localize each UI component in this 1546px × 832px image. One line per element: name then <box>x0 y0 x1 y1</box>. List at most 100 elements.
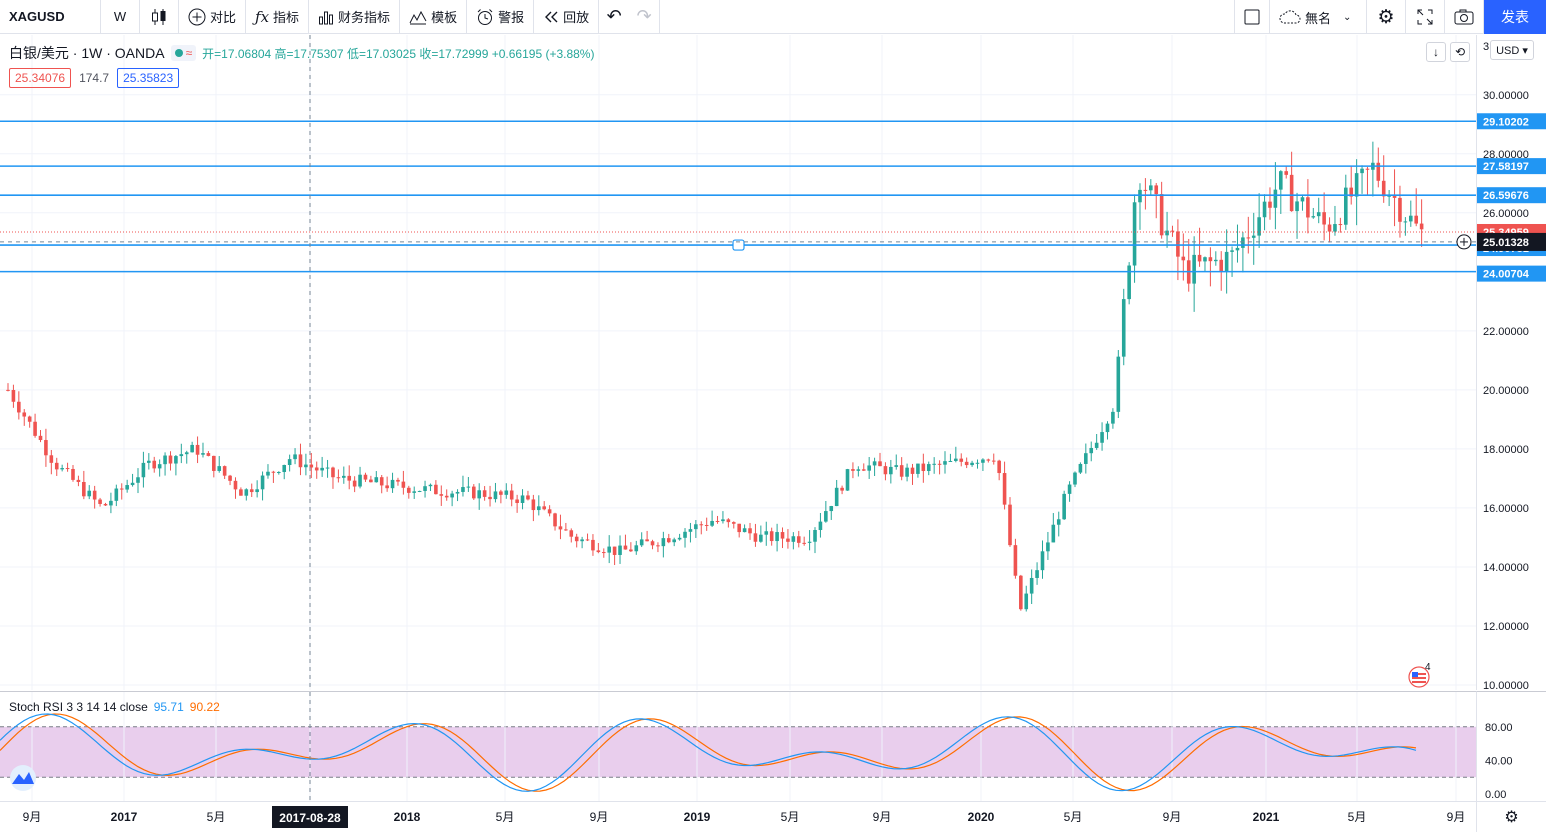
alert-button[interactable]: 警报 <box>467 0 533 34</box>
candle <box>27 415 32 428</box>
price-axis[interactable]: 30.00000 28.00000 26.00000 22.00000 20.00000… <box>1476 35 1546 692</box>
indicators-button[interactable]: ƒx 指标 <box>246 0 308 34</box>
candle-body <box>1241 237 1245 248</box>
stoch-rsi-chart[interactable] <box>0 692 1476 802</box>
candle-body <box>1019 575 1023 610</box>
undo-icon: ↶ <box>606 6 622 26</box>
stoch-rsi-axis[interactable]: 80.00 40.00 0.00 <box>1476 691 1546 801</box>
compare-button[interactable]: 对比 <box>179 0 245 34</box>
candle-body <box>71 468 75 480</box>
replay-button[interactable]: 回放 <box>534 0 598 34</box>
candle-body <box>482 490 487 497</box>
candle <box>385 476 389 492</box>
candle <box>1376 147 1381 188</box>
chart-style-button[interactable] <box>140 0 178 34</box>
interval-button[interactable]: W <box>113 9 127 24</box>
candle <box>304 453 308 476</box>
candle-body <box>639 539 644 546</box>
candle <box>412 486 417 499</box>
candle-body <box>1322 212 1326 225</box>
candle <box>1035 562 1039 585</box>
undo-button[interactable]: ↶ <box>599 0 629 34</box>
select-layout-button[interactable] <box>1235 0 1269 34</box>
candle <box>1132 194 1137 283</box>
candle-body <box>54 462 59 470</box>
events-badge[interactable]: 4 <box>1406 662 1434 688</box>
bar-chart-icon <box>318 9 334 25</box>
candle-body <box>406 487 411 493</box>
candle-body <box>109 500 113 506</box>
axis-settings-button[interactable]: ⚙ <box>1476 801 1546 832</box>
candle-body <box>997 460 1001 474</box>
candle-body <box>1257 217 1261 236</box>
candle <box>201 442 205 458</box>
candle-body <box>439 494 444 496</box>
candle-body <box>834 487 839 507</box>
candle <box>975 459 980 469</box>
candle-body <box>970 462 974 466</box>
candle-body <box>1181 256 1186 261</box>
publish-button[interactable]: 发表 <box>1484 0 1546 34</box>
settings-button[interactable]: ⚙ <box>1367 0 1405 34</box>
templates-button[interactable]: 模板 <box>400 0 466 34</box>
buy-price-button[interactable]: 25.35823 <box>117 68 180 88</box>
candle <box>1089 441 1094 462</box>
price-tick-label: 3 <box>1483 41 1489 53</box>
candle-body <box>1333 224 1337 232</box>
time-tick-label: 5月 <box>1348 810 1367 824</box>
fullscreen-button[interactable] <box>1406 0 1444 34</box>
candle <box>601 548 606 558</box>
status-indicators[interactable]: ≈ <box>170 45 197 61</box>
candle <box>1208 247 1213 287</box>
candle <box>910 463 915 485</box>
snapshot-button[interactable] <box>1445 0 1483 34</box>
stoch-rsi-legend[interactable]: Stoch RSI 3 3 14 14 close 95.71 90.22 <box>9 700 220 714</box>
maximize-pane-button[interactable]: ⟲ <box>1450 42 1470 62</box>
events-count: 4 <box>1425 662 1431 673</box>
symbol-search[interactable]: XAGUSD <box>9 9 65 24</box>
candle <box>17 391 21 420</box>
candle-body <box>325 467 330 469</box>
layout-name-button[interactable]: 無名 ⌄ <box>1270 0 1366 34</box>
candle-body <box>488 496 492 500</box>
candle <box>439 485 444 506</box>
level-price-tag <box>1477 113 1546 130</box>
gear-icon: ⚙ <box>1504 809 1519 826</box>
candle-body <box>1289 174 1294 212</box>
time-axis[interactable]: 9月 2017 5月 2017-08-28 2018 5月 9月 2019 5月 9月 2020 5月… <box>0 801 1476 832</box>
candle-body <box>1279 171 1283 190</box>
candle-body <box>796 536 801 543</box>
symbol-title[interactable]: 白银/美元 · 1W · OANDA <box>9 45 165 61</box>
candle <box>948 453 953 462</box>
time-tick-label: 2021 <box>1253 810 1280 824</box>
replay-label: 回放 <box>563 10 590 25</box>
candle <box>1094 434 1099 450</box>
stoch-tick-label: 40.00 <box>1485 755 1513 767</box>
candlestick-chart[interactable] <box>0 35 1476 690</box>
candle-body <box>536 506 541 511</box>
price-pane[interactable] <box>0 35 1476 690</box>
currency-select[interactable]: USD ▾ <box>1490 40 1534 60</box>
candle <box>786 529 790 549</box>
candle-body <box>1419 223 1424 230</box>
candle-body <box>17 401 21 413</box>
candle <box>1349 166 1354 205</box>
price-tick-label: 28.00000 <box>1483 149 1529 161</box>
candle <box>845 468 850 491</box>
redo-button[interactable]: ↷ <box>629 0 659 34</box>
candle <box>1235 224 1240 263</box>
scroll-down-button[interactable]: ↓ <box>1426 42 1446 62</box>
candle <box>260 471 265 501</box>
stoch-rsi-pane[interactable] <box>0 691 1476 802</box>
sell-price-button[interactable]: 25.34076 <box>9 68 72 88</box>
price-tick-label: 30.00000 <box>1483 90 1529 102</box>
financials-button[interactable]: 财务指标 <box>309 0 399 34</box>
candle <box>764 521 769 546</box>
candle <box>347 465 352 490</box>
candle-body <box>1046 542 1050 552</box>
candle-body <box>87 490 92 497</box>
candle <box>44 428 48 467</box>
candle <box>585 533 590 542</box>
time-tick-label: 9月 <box>23 810 42 824</box>
candle <box>1408 200 1413 227</box>
